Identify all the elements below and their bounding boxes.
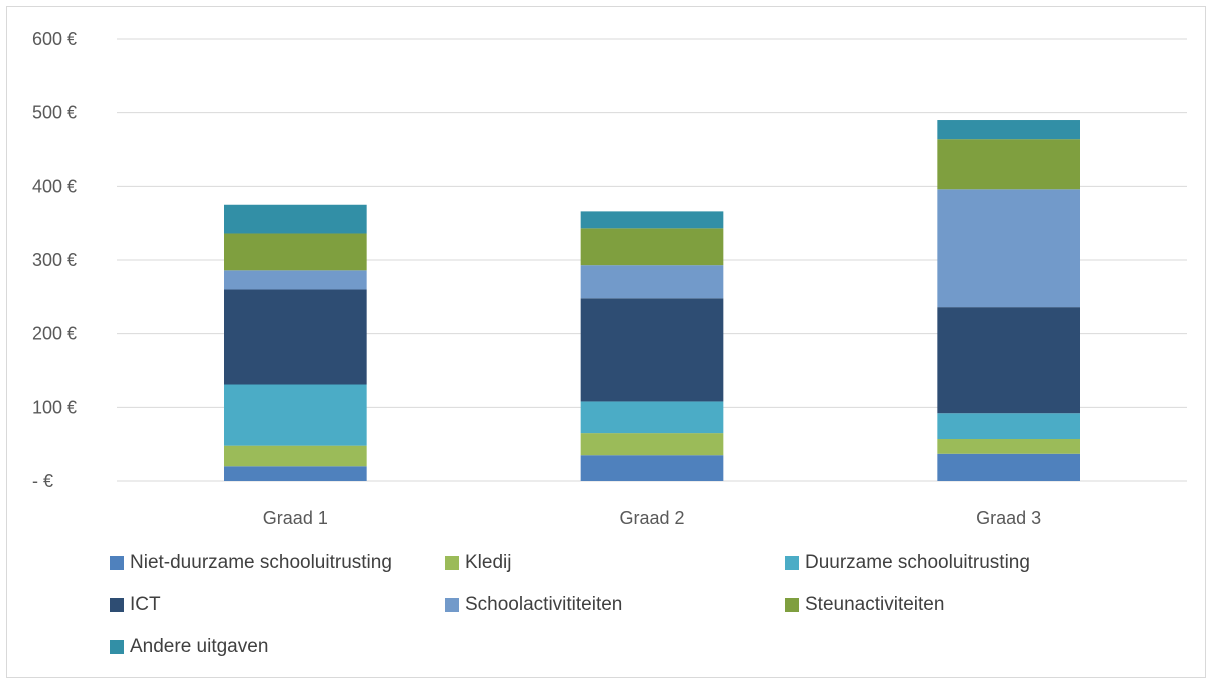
bar-segment-1-2 (580, 401, 724, 434)
bar-segment-2-2 (937, 413, 1080, 440)
legend-swatch (445, 556, 459, 570)
bar-segment-0-5 (224, 233, 367, 271)
legend-item: Duurzame schooluitrusting (785, 548, 1125, 578)
legend-label: Steunactiviteiten (805, 594, 945, 615)
bar-segment-0-2 (224, 384, 367, 446)
bar-segment-0-6 (224, 204, 367, 234)
x-tick-label: Graad 1 (263, 508, 328, 528)
bar-segment-2-6 (937, 120, 1080, 140)
bar-segment-2-1 (937, 439, 1080, 454)
bar-segment-0-3 (224, 289, 367, 385)
bar-segment-0-4 (224, 270, 367, 290)
bar-segment-2-3 (937, 307, 1080, 414)
legend-item: ICT (110, 590, 445, 620)
legend-label: Niet-duurzame schooluitrusting (130, 552, 392, 573)
bar-segment-1-1 (580, 433, 724, 456)
legend-label: ICT (130, 594, 161, 615)
y-tick-label: 200 € (32, 324, 77, 344)
bar-segment-1-0 (580, 455, 724, 481)
legend-swatch (110, 640, 124, 654)
legend-label: Duurzame schooluitrusting (805, 552, 1030, 573)
bar-segment-1-5 (580, 228, 724, 266)
legend-item: Andere uitgaven (110, 632, 445, 662)
legend-item: Niet-duurzame schooluitrusting (110, 548, 445, 578)
y-tick-label: 600 € (32, 29, 77, 49)
chart-legend: Niet-duurzame schooluitrusting Kledij Duur… (110, 548, 1170, 662)
y-tick-label: - € (32, 471, 53, 491)
bars (224, 120, 1080, 481)
y-tick-label: 100 € (32, 397, 77, 417)
y-tick-label: 300 € (32, 250, 77, 270)
x-axis-ticks: Graad 1 Graad 2 Graad 3 (263, 508, 1041, 528)
legend-label: Andere uitgaven (130, 636, 269, 657)
bar-segment-0-0 (224, 466, 367, 481)
legend-swatch (785, 556, 799, 570)
y-tick-label: 400 € (32, 176, 77, 196)
legend-swatch (785, 598, 799, 612)
legend-swatch (445, 598, 459, 612)
bar-segment-1-6 (580, 211, 724, 229)
legend-label: Kledij (465, 552, 512, 573)
legend-item: Schoolactivititeiten (445, 590, 785, 620)
bar-segment-2-4 (937, 189, 1080, 308)
bar-segment-2-5 (937, 139, 1080, 190)
legend-label: Schoolactivititeiten (465, 594, 623, 615)
y-axis-ticks: - € 100 € 200 € 300 € 400 € 500 € 600 € (32, 29, 77, 491)
legend-item: Steunactiviteiten (785, 590, 1125, 620)
bar-segment-0-1 (224, 445, 367, 467)
legend-swatch (110, 598, 124, 612)
legend-swatch (110, 556, 124, 570)
legend-item: Kledij (445, 548, 785, 578)
x-tick-label: Graad 2 (619, 508, 684, 528)
bar-segment-1-4 (580, 265, 724, 299)
bar-segment-1-3 (580, 298, 724, 402)
bar-segment-2-0 (937, 453, 1080, 481)
x-tick-label: Graad 3 (976, 508, 1041, 528)
y-tick-label: 500 € (32, 103, 77, 123)
